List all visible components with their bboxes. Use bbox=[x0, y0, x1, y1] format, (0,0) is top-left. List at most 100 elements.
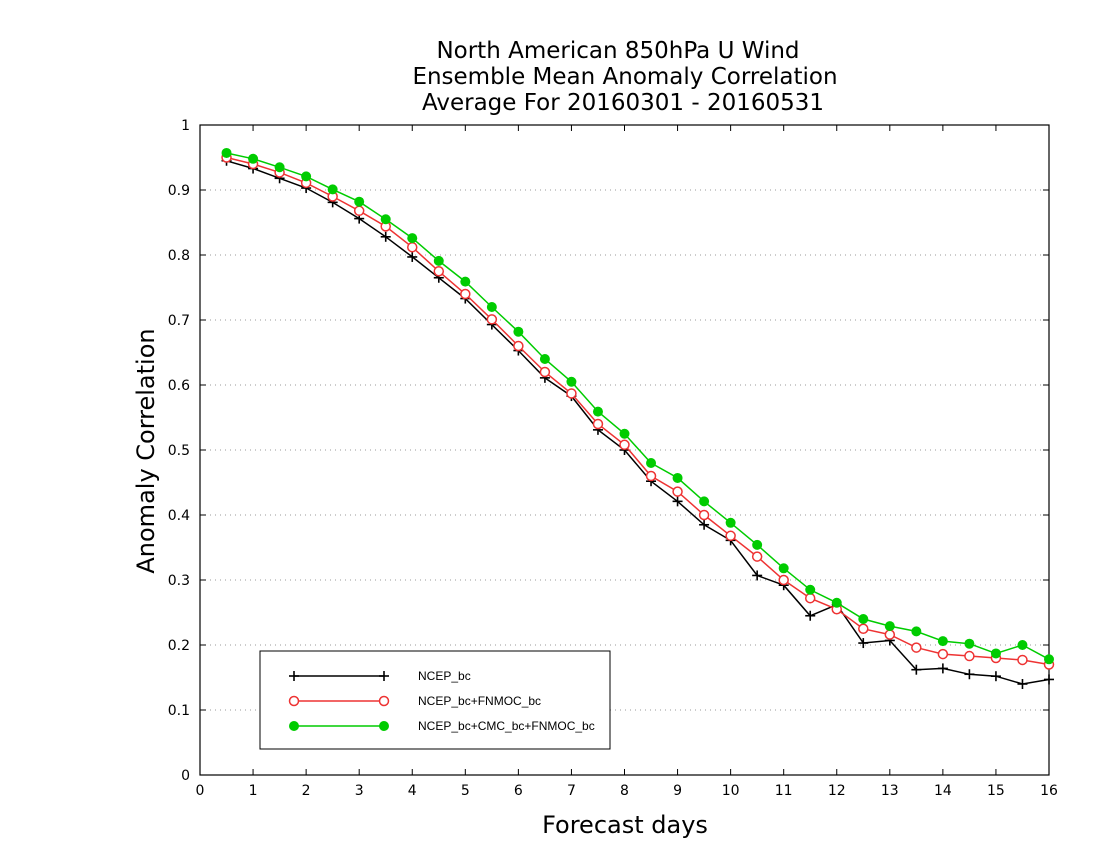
y-tick-label: 0.8 bbox=[168, 248, 190, 264]
y-tick-label: 0 bbox=[181, 768, 190, 784]
legend-marker bbox=[379, 721, 389, 731]
x-axis-title: Forecast days bbox=[542, 811, 708, 839]
data-point bbox=[699, 519, 710, 530]
data-point bbox=[460, 276, 471, 287]
series-0 bbox=[221, 155, 1054, 689]
data-point bbox=[221, 147, 232, 158]
data-point bbox=[646, 458, 657, 468]
x-tick-label: 3 bbox=[355, 783, 364, 799]
y-tick-label: 0.2 bbox=[168, 638, 190, 654]
data-point bbox=[725, 530, 736, 542]
data-point bbox=[1017, 654, 1028, 666]
data-point bbox=[1017, 679, 1028, 689]
series-line bbox=[226, 160, 1050, 685]
y-tick-label: 0.7 bbox=[168, 313, 190, 329]
x-tick-label: 14 bbox=[934, 783, 952, 799]
legend-label: NCEP_bc bbox=[418, 669, 471, 683]
data-point bbox=[858, 638, 869, 649]
data-point bbox=[911, 642, 922, 653]
y-tick-label: 0.5 bbox=[168, 443, 190, 459]
series-line bbox=[226, 152, 1050, 660]
data-point bbox=[486, 302, 497, 312]
x-tick-label: 11 bbox=[775, 783, 793, 799]
data-point bbox=[513, 340, 524, 352]
x-tick-label: 1 bbox=[249, 783, 258, 799]
data-point bbox=[911, 664, 922, 675]
legend-entry: NCEP_bc+FNMOC_bc bbox=[288, 694, 541, 708]
chart-title-line-3: Average For 20160301 - 20160531 bbox=[422, 90, 824, 116]
data-point bbox=[804, 592, 816, 604]
data-point bbox=[460, 288, 471, 300]
x-tick-label: 10 bbox=[722, 783, 740, 799]
data-point bbox=[937, 663, 948, 674]
data-point bbox=[327, 184, 338, 195]
data-point bbox=[672, 472, 683, 483]
x-tick-label: 7 bbox=[567, 783, 576, 799]
legend: NCEP_bc NCEP_bc+FNMOC_bc NCEP_bc+CMC_bc+FN… bbox=[259, 650, 611, 750]
data-point bbox=[937, 636, 948, 647]
data-point bbox=[301, 171, 312, 182]
x-tick-label: 8 bbox=[620, 783, 629, 799]
x-tick-label: 0 bbox=[196, 783, 205, 799]
y-tick-label: 0.4 bbox=[168, 508, 190, 524]
series-1 bbox=[221, 152, 1055, 670]
data-point bbox=[990, 648, 1001, 659]
x-tick-label: 13 bbox=[881, 783, 899, 799]
data-point bbox=[751, 551, 763, 562]
data-point bbox=[539, 366, 551, 378]
axis-ticks: 00.10.20.30.40.50.60.70.80.910 1 2 3 4 5 6 7 8 9 1… bbox=[168, 118, 1058, 799]
data-point bbox=[778, 574, 789, 586]
data-point bbox=[672, 496, 683, 507]
data-point bbox=[380, 214, 391, 225]
data-point bbox=[964, 669, 975, 680]
chart-title-line-2: Ensemble Mean Anomaly Correlation bbox=[412, 64, 837, 90]
data-point bbox=[1044, 654, 1054, 665]
legend-marker bbox=[289, 671, 299, 681]
data-point bbox=[248, 153, 259, 164]
data-point bbox=[539, 354, 550, 364]
data-point bbox=[911, 626, 922, 637]
data-point bbox=[566, 376, 577, 387]
y-axis-title: Anomaly Correlation bbox=[132, 328, 160, 573]
legend-entry: NCEP_bc bbox=[289, 669, 471, 683]
data-point bbox=[380, 231, 391, 242]
y-tick-label: 0.6 bbox=[168, 378, 190, 394]
data-point bbox=[937, 648, 949, 660]
data-point bbox=[433, 266, 445, 277]
data-point bbox=[407, 241, 418, 253]
legend-label: NCEP_bc+FNMOC_bc bbox=[418, 694, 541, 708]
data-point bbox=[407, 233, 418, 244]
chart-title-line-1: North American 850hPa U Wind bbox=[436, 38, 799, 64]
data-point bbox=[1017, 640, 1028, 650]
x-tick-label: 5 bbox=[461, 783, 470, 799]
data-point bbox=[433, 255, 444, 266]
data-point bbox=[354, 196, 365, 207]
data-point bbox=[619, 439, 630, 451]
data-point bbox=[1044, 674, 1054, 685]
series-layer bbox=[221, 147, 1055, 689]
data-point bbox=[619, 428, 630, 439]
data-point bbox=[990, 671, 1001, 682]
y-tick-label: 0.1 bbox=[168, 703, 190, 719]
x-tick-label: 2 bbox=[302, 783, 311, 799]
data-point bbox=[725, 517, 736, 528]
x-tick-label: 9 bbox=[673, 783, 682, 799]
legend-label: NCEP_bc+CMC_bc+FNMOC_bc bbox=[418, 719, 595, 733]
x-tick-label: 4 bbox=[408, 783, 417, 799]
data-point bbox=[858, 623, 869, 634]
data-point bbox=[805, 610, 816, 621]
data-point bbox=[858, 614, 869, 624]
y-tick-label: 1 bbox=[181, 118, 190, 134]
data-point bbox=[884, 629, 896, 640]
x-tick-label: 6 bbox=[514, 783, 523, 799]
data-point bbox=[884, 621, 895, 632]
data-point bbox=[699, 496, 710, 507]
y-tick-label: 0.3 bbox=[168, 573, 190, 589]
data-point bbox=[752, 570, 763, 581]
data-point bbox=[592, 406, 603, 417]
x-tick-label: 15 bbox=[987, 783, 1005, 799]
x-tick-label: 12 bbox=[828, 783, 846, 799]
data-point bbox=[964, 638, 975, 649]
data-point bbox=[274, 162, 285, 173]
